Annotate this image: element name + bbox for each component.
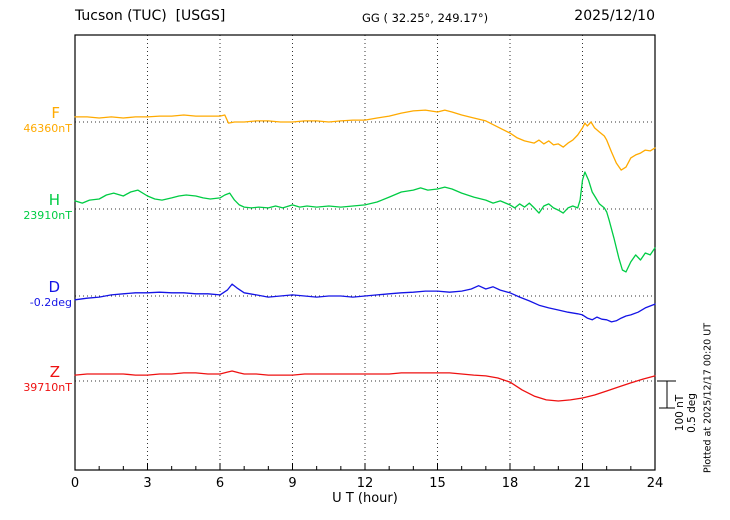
scale-bar-deg-label: 0.5 deg xyxy=(686,393,698,433)
trace-D xyxy=(74,283,656,323)
channel-baseline-value-F: 46360nT xyxy=(23,122,72,135)
channel-label-Z: Z 39710nT xyxy=(0,363,72,395)
x-tick-label: 21 xyxy=(574,476,591,491)
x-tick-label: 3 xyxy=(143,476,151,491)
x-tick-label: 15 xyxy=(429,476,446,491)
channel-label-H: H 23910nT xyxy=(0,191,72,223)
channel-baseline-value-Z: 39710nT xyxy=(23,381,72,394)
x-tick-label: 24 xyxy=(647,476,664,491)
channel-letter-Z: Z xyxy=(49,363,60,381)
station-title: Tucson (TUC) [USGS] xyxy=(75,8,226,24)
plotted-at-note: Plotted at 2025/12/17 00:20 UT xyxy=(702,322,714,474)
plot-date: 2025/12/10 xyxy=(574,8,655,24)
x-tick-label: 9 xyxy=(288,476,296,491)
channel-baseline-value-H: 23910nT xyxy=(23,209,72,222)
channel-label-F: F 46360nT xyxy=(0,104,72,136)
plot-border xyxy=(74,34,656,471)
channel-label-D: D -0.2deg xyxy=(0,278,72,310)
channel-letter-F: F xyxy=(51,104,60,122)
channel-letter-H: H xyxy=(48,191,60,209)
trace-Z xyxy=(74,370,656,402)
channel-letter-D: D xyxy=(48,278,60,296)
x-tick-label: 0 xyxy=(71,476,79,491)
trace-H xyxy=(74,171,656,273)
geographic-coords: GG ( 32.25°, 249.17°) xyxy=(362,11,489,25)
scale-bar-nt-label: 100 nT xyxy=(674,394,686,432)
x-tick-label: 12 xyxy=(357,476,374,491)
channel-baseline-value-D: -0.2deg xyxy=(29,296,72,309)
trace-F xyxy=(74,109,656,171)
x-axis-label: U T (hour) xyxy=(332,491,398,506)
x-tick-label: 18 xyxy=(502,476,519,491)
x-tick-label: 6 xyxy=(216,476,224,491)
